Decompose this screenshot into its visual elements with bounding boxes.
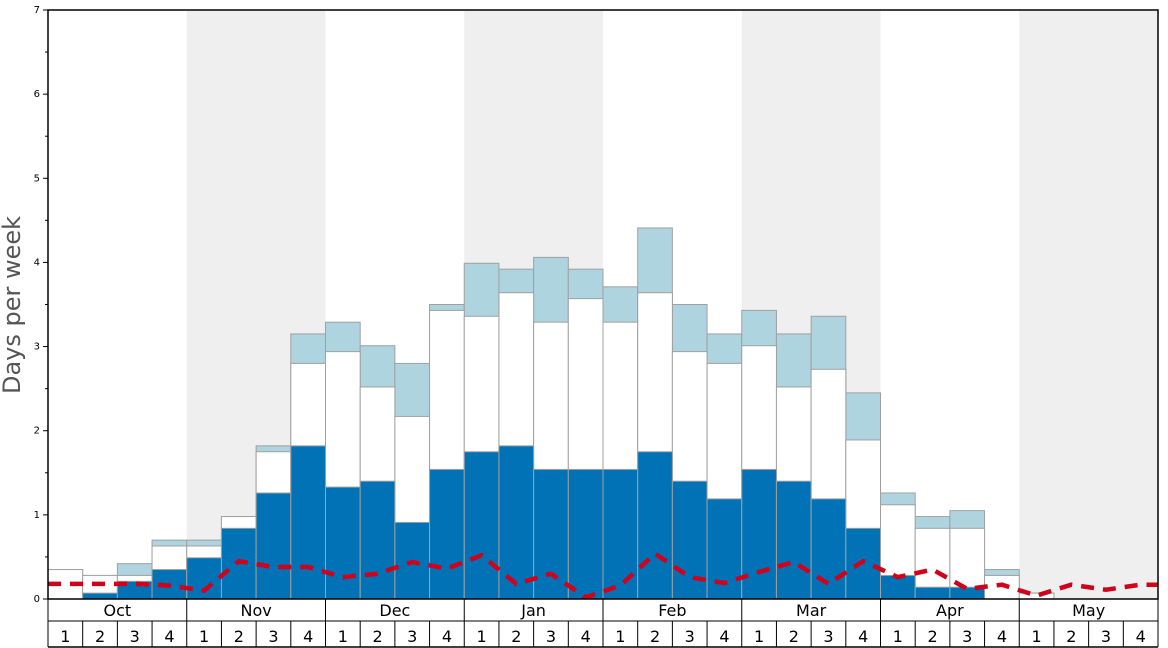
- y-axis-ticks: 0 1 2 3 4 5 6 7: [34, 5, 48, 605]
- bar-dark: [914, 586, 951, 600]
- week-label: 4: [858, 627, 868, 646]
- week-label: 1: [60, 627, 70, 646]
- bar-dark: [325, 486, 361, 600]
- week-label: 4: [581, 627, 591, 646]
- bar-dark: [567, 468, 604, 600]
- week-label: 1: [338, 627, 348, 646]
- y-tick-label: 0: [34, 594, 40, 605]
- month-label: Dec: [379, 601, 410, 620]
- bar-dark: [741, 468, 777, 600]
- y-tick-label: 7: [34, 5, 40, 16]
- week-label: 1: [893, 627, 903, 646]
- bar-dark: [429, 468, 465, 600]
- bar-dark: [810, 498, 847, 600]
- week-label: 4: [1136, 627, 1146, 646]
- month-label: Oct: [104, 601, 132, 620]
- x-axis-labels: Oct Nov Dec Jan Feb Mar Apr May 1 2 3 4 1 2 3 4 1 2 3 4 1 2 3 4…: [60, 601, 1146, 646]
- bar-dark: [775, 480, 812, 600]
- week-label: 2: [789, 627, 799, 646]
- y-tick-label: 4: [34, 257, 40, 268]
- week-label: 3: [1101, 627, 1111, 646]
- week-label: 2: [927, 627, 937, 646]
- month-label: Nov: [241, 601, 272, 620]
- month-label: Apr: [936, 601, 964, 620]
- month-label: Feb: [658, 601, 686, 620]
- bar-dark: [255, 492, 292, 600]
- week-label: 2: [234, 627, 244, 646]
- y-tick-label: 6: [34, 89, 40, 100]
- bar-dark: [463, 451, 500, 600]
- week-label: 2: [511, 627, 521, 646]
- week-label: 2: [1066, 627, 1076, 646]
- dashed-series: [48, 550, 1158, 600]
- week-label: 4: [719, 627, 729, 646]
- month-label: Mar: [796, 601, 827, 620]
- week-label: 1: [754, 627, 764, 646]
- week-label: 3: [407, 627, 417, 646]
- y-axis-label: Days per week: [0, 216, 26, 394]
- week-label: 4: [303, 627, 313, 646]
- month-band-may: [1019, 10, 1158, 599]
- bar-dark: [602, 468, 639, 600]
- week-label: 4: [442, 627, 452, 646]
- y-tick-label: 1: [34, 510, 40, 521]
- week-label: 3: [546, 627, 556, 646]
- week-label: 4: [164, 627, 174, 646]
- weekly-bars: [47, 227, 1055, 600]
- bar-dark: [290, 445, 326, 600]
- week-label: 2: [95, 627, 105, 646]
- dashed-series-line: [48, 550, 1158, 600]
- week-label: 1: [1032, 627, 1042, 646]
- week-label: 1: [615, 627, 625, 646]
- week-label: 3: [268, 627, 278, 646]
- bar-dark: [82, 592, 118, 600]
- y-tick-label: 3: [34, 342, 40, 353]
- bar-white: [984, 574, 1020, 600]
- bar-dark: [359, 480, 396, 600]
- week-label: 1: [199, 627, 209, 646]
- week-label: 3: [962, 627, 972, 646]
- y-tick-label: 2: [34, 426, 40, 437]
- month-label: May: [1072, 601, 1105, 620]
- week-label: 2: [650, 627, 660, 646]
- week-label: 3: [685, 627, 695, 646]
- y-tick-label: 5: [34, 173, 40, 184]
- month-label: Jan: [520, 601, 546, 620]
- week-label: 2: [372, 627, 382, 646]
- bar-dark: [533, 468, 569, 600]
- week-label: 3: [130, 627, 140, 646]
- bar-dark: [637, 451, 673, 600]
- bar-dark: [498, 445, 535, 600]
- week-label: 3: [823, 627, 833, 646]
- week-label: 4: [997, 627, 1007, 646]
- week-label: 1: [477, 627, 487, 646]
